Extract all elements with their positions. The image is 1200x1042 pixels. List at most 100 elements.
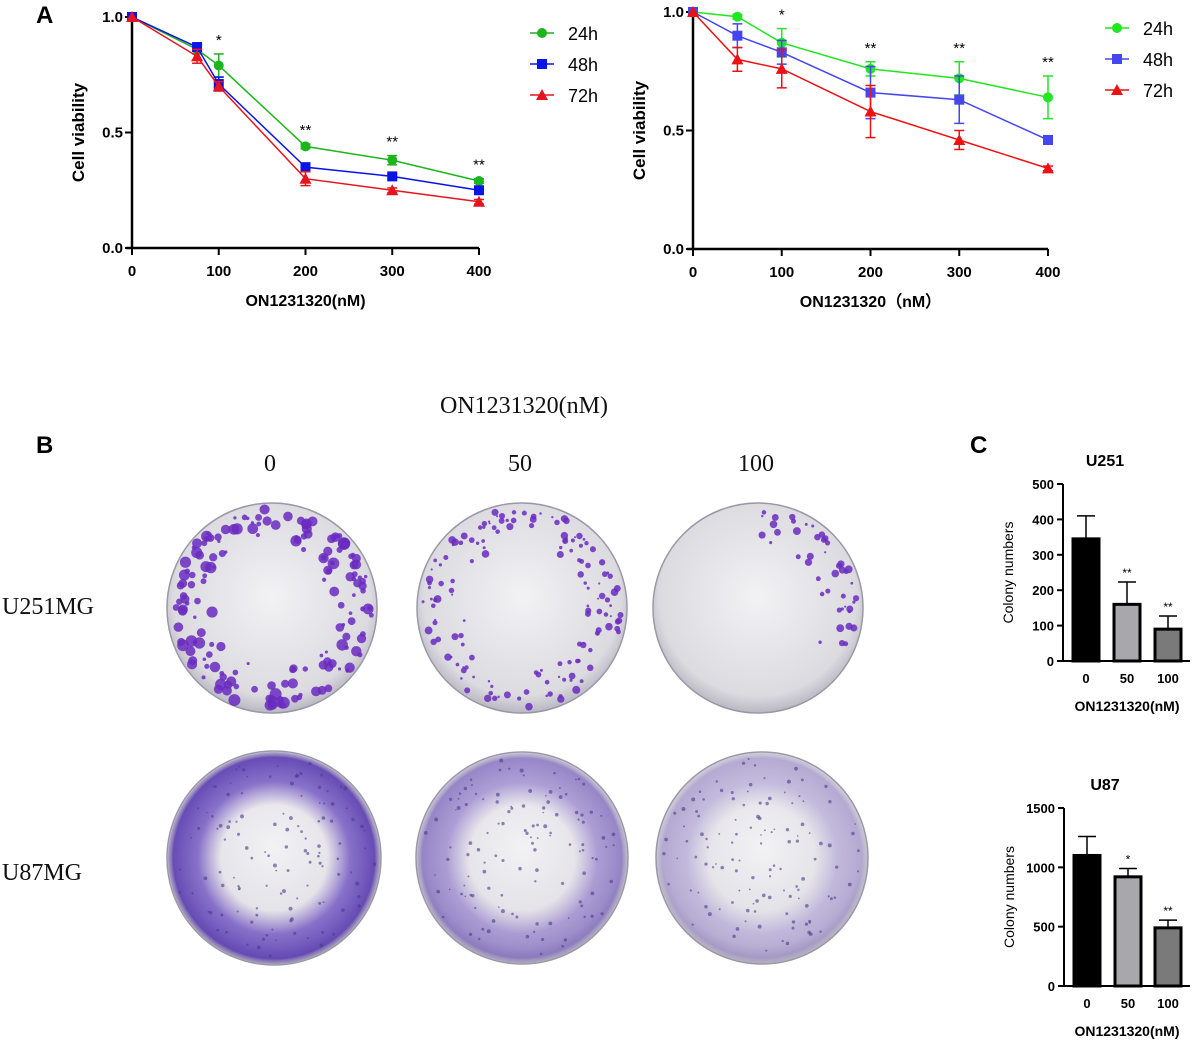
y-tick-label: 1.0 [102, 9, 123, 26]
colony-dot [179, 868, 182, 871]
colony-dot [600, 912, 604, 916]
colony-dot [462, 619, 466, 622]
colony-dot [787, 840, 791, 844]
colony-dot [785, 827, 790, 832]
colony-dot [178, 891, 182, 894]
colony-dot [525, 831, 529, 835]
colony-dot [477, 525, 483, 530]
y-tick-label: 0 [1048, 979, 1055, 994]
colony-dot [715, 780, 718, 783]
colony-dot [731, 901, 734, 904]
colony-dot [609, 879, 614, 884]
colony-dot [195, 550, 204, 560]
colony-dot [233, 516, 237, 520]
colony-dot [756, 814, 760, 819]
x-axis-label: ON1231320(nM) [1074, 1023, 1179, 1039]
colony-dot [731, 858, 734, 861]
colony-dot [324, 650, 328, 654]
colony-dot [347, 617, 356, 626]
colony-dot [545, 794, 547, 797]
colony-dot [611, 832, 616, 837]
colony-dot [348, 611, 353, 616]
colony-dot [549, 834, 552, 837]
colony-dot [209, 661, 221, 673]
colony-dot [317, 785, 322, 789]
colony-dot [815, 576, 821, 582]
colony-dot [289, 781, 294, 786]
colony-dot [235, 768, 238, 771]
colony-dot [510, 517, 517, 524]
colony-dot [299, 771, 301, 774]
colony-dot [209, 641, 215, 648]
colony-dot [579, 679, 584, 684]
series-line-24h [131, 16, 480, 182]
colony-dot [578, 543, 583, 548]
colony-dot [233, 683, 240, 690]
colony-dot [487, 680, 491, 683]
colony-dot [250, 920, 254, 924]
colony-dot [432, 620, 438, 626]
colony-dot [682, 825, 685, 828]
colony-dot [718, 908, 721, 911]
chart-title: U87 [1090, 777, 1119, 794]
colony-dot [441, 915, 445, 919]
colony-dot [204, 663, 210, 669]
colony-dot [582, 782, 586, 786]
y-tick-label: 500 [1033, 920, 1055, 935]
colony-dot [543, 824, 548, 829]
stained-colony-ring [657, 753, 867, 963]
colony-dot [469, 893, 473, 897]
colony-dot [306, 851, 310, 856]
colony-dot [768, 868, 772, 872]
colony-dot [704, 905, 708, 909]
colony-dot [232, 669, 239, 676]
colony-dot [487, 520, 491, 523]
colony-dot [786, 779, 791, 784]
significance-mark: ** [300, 122, 312, 139]
colony-dot [617, 612, 624, 619]
colony-dot [321, 930, 325, 934]
colony-dot [558, 795, 563, 799]
colony-dot [352, 593, 356, 597]
colony-dot [474, 792, 478, 796]
colony-dot [719, 788, 724, 793]
colony-dot [296, 694, 303, 701]
series-line-24h [692, 11, 1049, 99]
colony-dot [497, 822, 500, 825]
colony-dot [698, 790, 702, 793]
colony-dot [517, 696, 522, 701]
colony-dot [196, 628, 206, 638]
colony-dot [761, 514, 764, 518]
colony-dot [218, 823, 223, 828]
colony-dot [843, 641, 849, 647]
colony-dot [705, 837, 708, 841]
colony-dot [533, 930, 536, 934]
colony-dot [535, 868, 539, 872]
colony-dot [244, 846, 249, 850]
colony-dot [554, 812, 559, 817]
colony-dot [255, 907, 259, 910]
colony-dot [792, 527, 801, 535]
colony-dot [547, 691, 553, 697]
colony-dot [329, 560, 335, 566]
colony-dot [528, 788, 533, 793]
colony-dot [421, 600, 425, 604]
colony-dot [449, 797, 453, 801]
marker-circle [300, 141, 311, 152]
marker-triangle [386, 184, 399, 196]
colony-dot [317, 685, 327, 695]
colony-dot [481, 550, 490, 558]
colony-dot [256, 521, 262, 527]
colony-dot [235, 820, 238, 823]
colony-dot [351, 559, 362, 570]
y-axis-label: Cell viability [69, 82, 88, 182]
marker-triangle [687, 6, 699, 17]
column-label-0: 0 [264, 451, 276, 477]
colony-dot [264, 851, 267, 854]
colony-dot [223, 550, 228, 554]
colony-dot [206, 811, 208, 814]
colony-dot [825, 588, 831, 594]
colony-dot [531, 824, 535, 828]
colony-dot [488, 690, 493, 696]
